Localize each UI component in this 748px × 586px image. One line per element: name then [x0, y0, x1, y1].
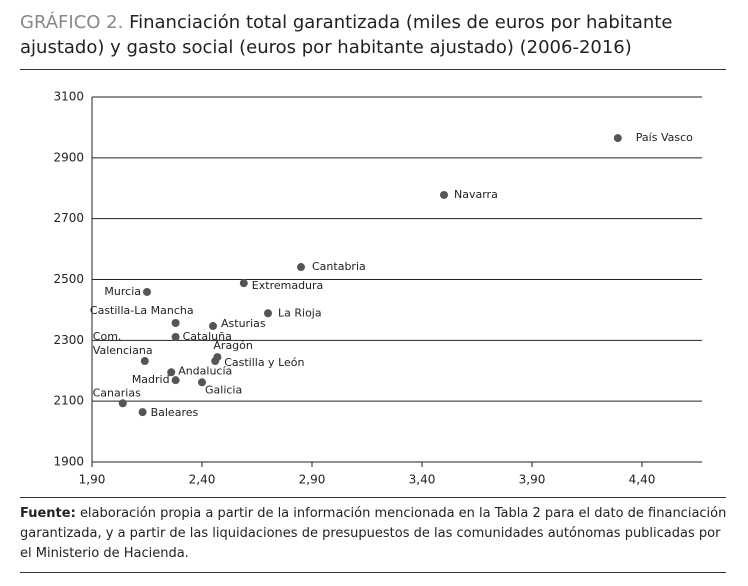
- point-label: Castilla y León: [224, 356, 304, 369]
- chart-label: GRÁFICO 2.: [20, 12, 124, 33]
- y-tick-label: 1900: [53, 455, 84, 469]
- rule: [20, 572, 726, 573]
- y-tick-label: 2300: [53, 333, 84, 347]
- point: [118, 399, 127, 408]
- label-line: Com.: [93, 330, 122, 343]
- point-label: País Vasco: [636, 131, 693, 144]
- label-line: Valenciana: [93, 344, 153, 357]
- footer-text: elaboración propia a partir de la inform…: [20, 506, 727, 561]
- point-label: Navarra: [454, 188, 498, 201]
- footer-label: Fuente:: [20, 506, 76, 521]
- point-label: Madrid: [132, 373, 170, 386]
- y-tick-label: 2500: [53, 272, 84, 286]
- point: [613, 134, 622, 143]
- point: [143, 287, 151, 296]
- header: GRÁFICO 2. Financiación total garantizad…: [20, 10, 735, 60]
- point-label: Cataluña: [183, 330, 232, 343]
- chart-title: Financiación total garantizada (miles de…: [20, 12, 673, 58]
- point-label: Cantabria: [312, 260, 366, 273]
- point: [198, 378, 206, 387]
- point: [171, 318, 180, 327]
- point-label: Murcia: [104, 285, 141, 298]
- point: [211, 357, 220, 366]
- point: [239, 279, 248, 288]
- y-tick-label: 2700: [53, 211, 84, 225]
- point: [209, 322, 217, 331]
- x-tick-label: 4,40: [629, 473, 656, 487]
- point-label: Andalucía: [178, 364, 232, 377]
- point: [167, 368, 176, 377]
- rule: [20, 497, 726, 498]
- point-label: Extremadura: [252, 279, 323, 292]
- y-tick-label: 3100: [53, 90, 84, 104]
- point-label: Asturias: [221, 317, 266, 330]
- rule: [20, 69, 726, 70]
- point-label: Galicia: [205, 383, 242, 396]
- x-tick-label: 1,90: [79, 473, 106, 487]
- point: [140, 357, 149, 366]
- x-tick-label: 2,40: [189, 473, 216, 487]
- point-label: Canarias: [93, 386, 141, 399]
- point-label: Baleares: [151, 406, 199, 419]
- x-tick-label: 2,90: [299, 473, 326, 487]
- point-label: Castilla-La Mancha: [90, 304, 194, 317]
- x-tick-label: 3,90: [519, 473, 546, 487]
- point: [440, 190, 448, 199]
- point-label: Com. Valenciana: [93, 330, 153, 357]
- point: [171, 332, 180, 341]
- point: [297, 263, 305, 272]
- y-tick-label: 2900: [53, 150, 84, 164]
- point: [264, 309, 272, 318]
- footer: Fuente: elaboración propia a partir de l…: [20, 504, 730, 564]
- point-label: Aragón: [213, 339, 253, 352]
- x-tick-label: 3,40: [409, 473, 436, 487]
- point: [138, 408, 147, 417]
- point-label: La Rioja: [278, 306, 322, 319]
- point: [171, 376, 180, 385]
- y-tick-label: 2100: [53, 394, 84, 408]
